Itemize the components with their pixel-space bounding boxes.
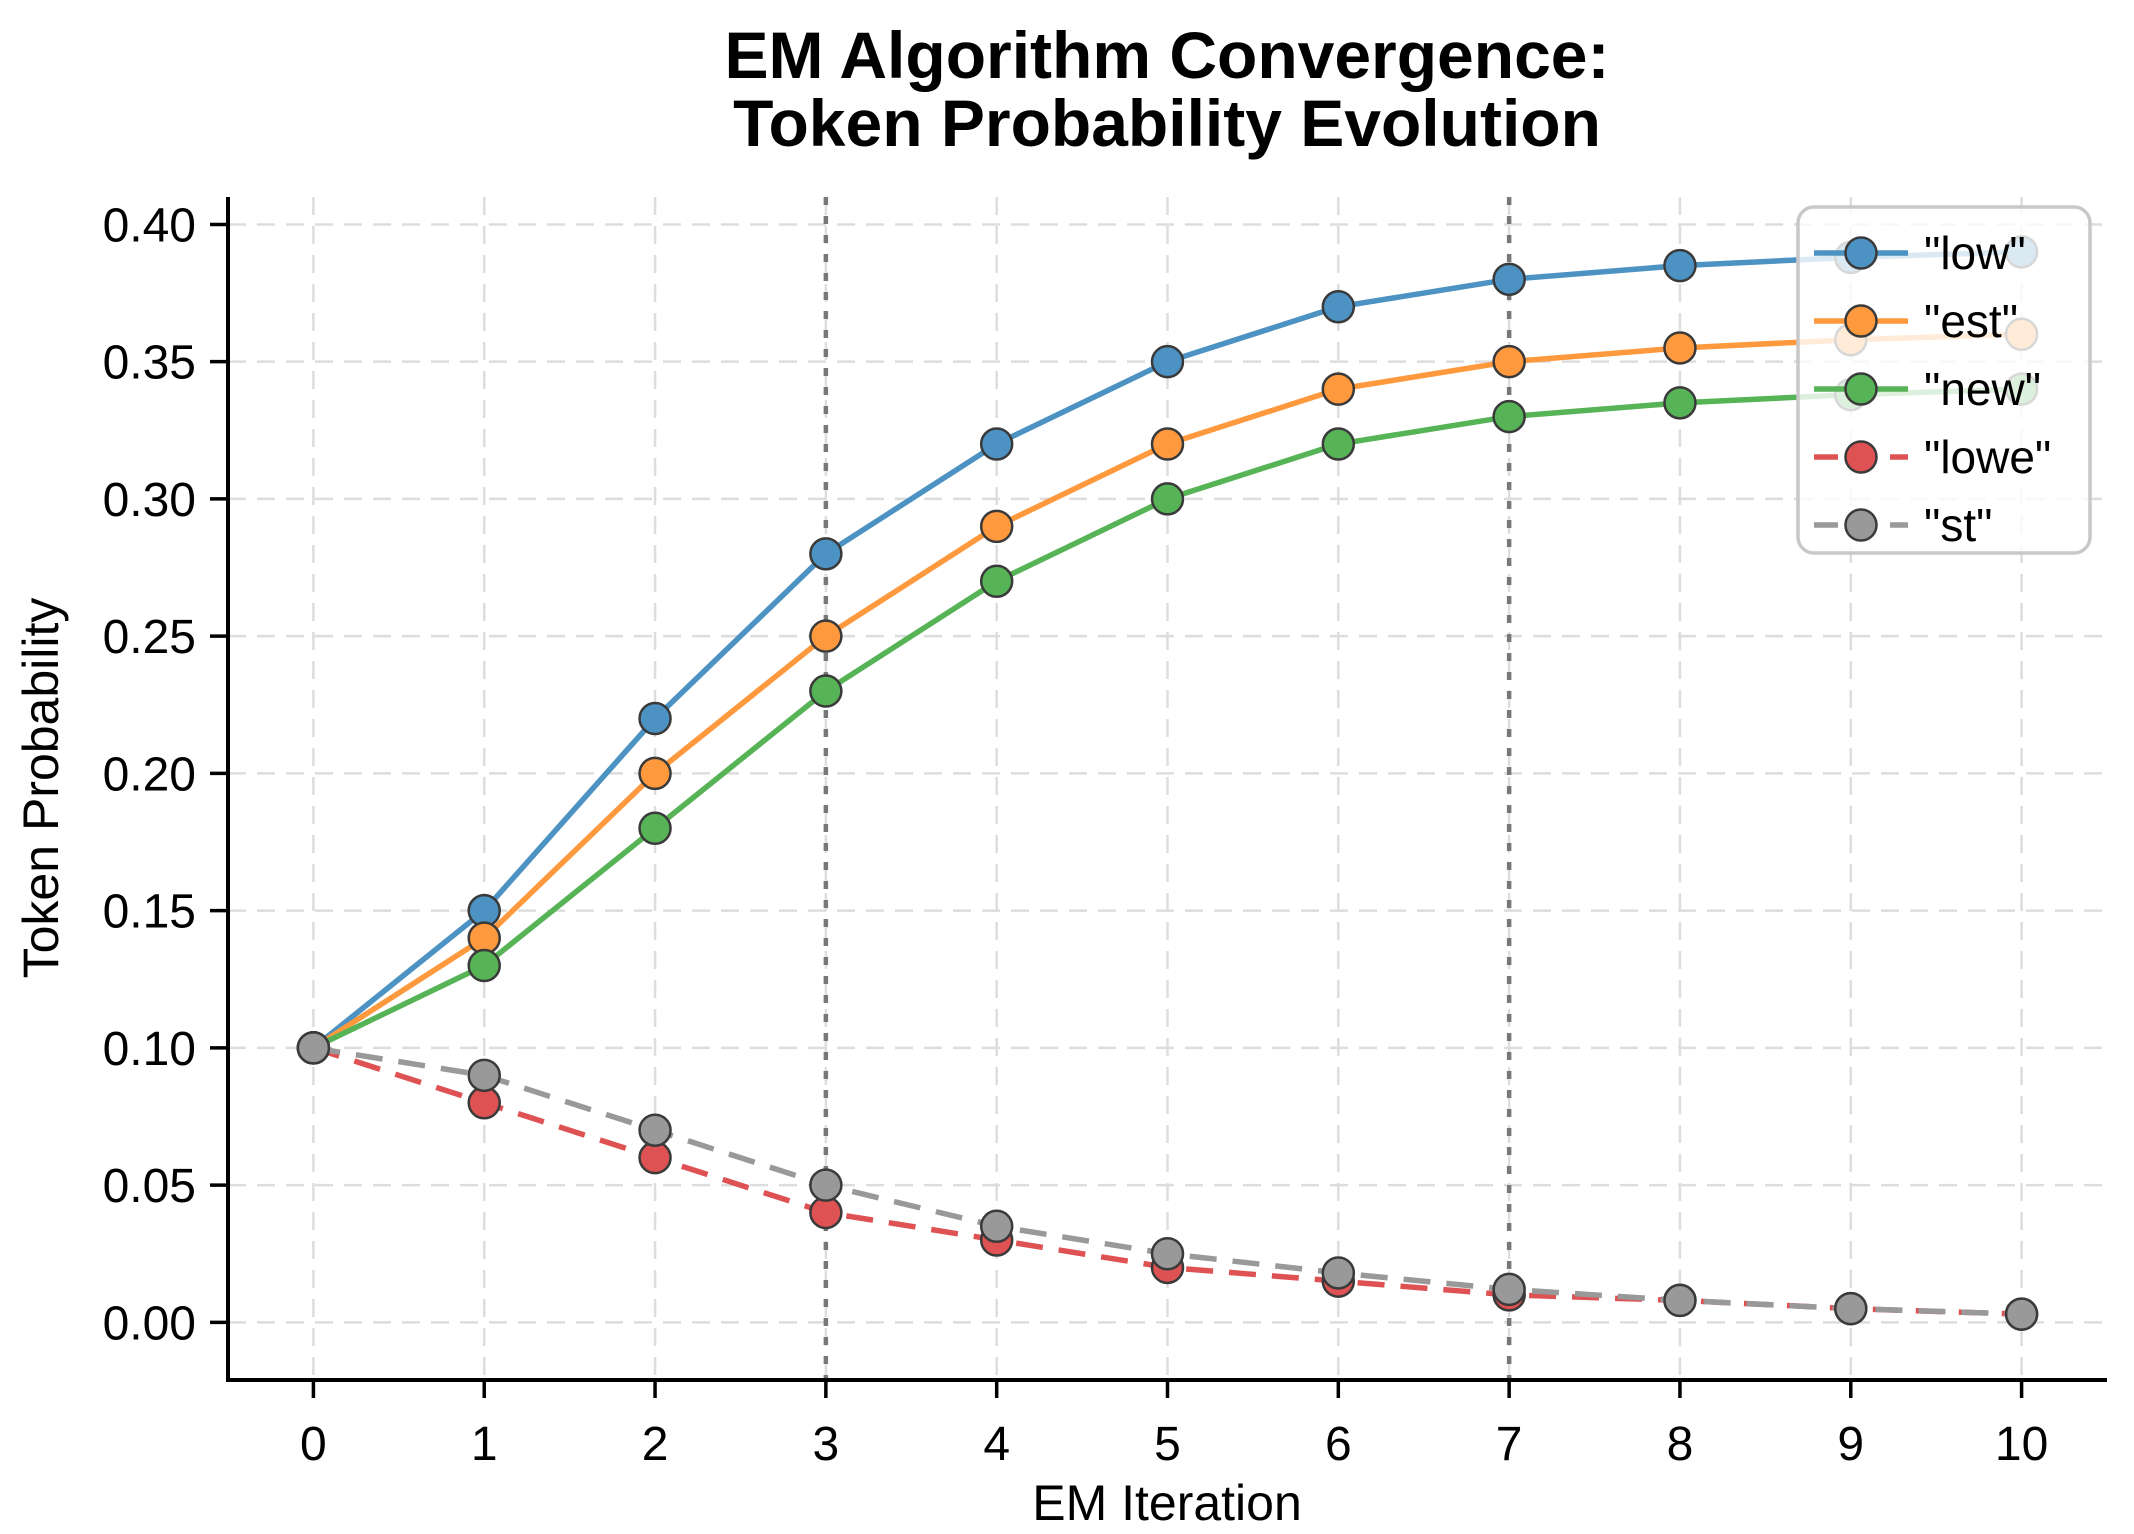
y-tick-label: 0.05 [103,1160,196,1213]
data-point-marker [1321,290,1356,324]
data-point-marker [638,1113,672,1147]
x-tick-label: 2 [642,1418,669,1471]
data-point-marker [1663,386,1697,420]
legend-entry-lowe: "lowe" [1814,431,2051,483]
x-tick-label: 3 [813,1418,840,1471]
data-point-marker [1321,372,1356,406]
data-point-marker [1834,1291,1868,1326]
data-point-marker [979,564,1014,599]
x-tick-label: 10 [1995,1418,2048,1471]
y-tick-label: 0.25 [103,611,196,664]
x-tick-label: 9 [1837,1418,1864,1471]
x-tick-label: 0 [300,1418,327,1471]
data-point-marker [467,1058,501,1093]
x-axis-label: EM Iteration [1032,1475,1302,1531]
data-point-marker [1321,427,1356,461]
data-point-marker [809,619,843,653]
data-point-marker [2004,1297,2039,1331]
data-point-marker [979,427,1014,461]
legend-marker [1844,304,1878,338]
legend-label: "lowe" [1924,431,2051,483]
data-point-marker [638,811,672,846]
y-tick-label: 0.15 [103,886,196,939]
data-point-marker [467,948,501,983]
x-tick-label: 7 [1496,1418,1523,1471]
legend-marker [1844,372,1878,406]
x-tick-label: 5 [1154,1418,1181,1471]
data-point-marker [1150,344,1185,379]
legend-entry-st: "st" [1814,499,1992,551]
y-tick-label: 0.35 [103,337,196,390]
x-tick-label: 1 [471,1418,498,1471]
chart-title-line1: EM Algorithm Convergence: [725,18,1610,92]
data-point-marker [296,1031,331,1065]
y-tick-label: 0.40 [103,199,196,252]
data-point-marker [1150,482,1185,516]
legend-label: "est" [1924,295,2018,347]
data-point-marker [809,537,843,571]
y-tick-label: 0.10 [103,1023,196,1076]
x-tick-label: 4 [983,1418,1010,1471]
chart-title-line2: Token Probability Evolution [733,86,1601,160]
legend-entry-est: "est" [1814,295,2018,347]
x-tick-label: 6 [1325,1418,1352,1471]
data-point-marker [979,1209,1014,1244]
data-point-marker [1321,1256,1356,1290]
series-st [296,1031,2039,1331]
data-point-marker [1492,262,1526,297]
y-tick-label: 0.20 [103,748,196,801]
data-point-marker [638,756,672,791]
legend-entry-low: "low" [1814,227,2026,279]
legend-label: "low" [1924,227,2026,279]
legend-entry-new: "new" [1814,363,2041,415]
data-point-marker [1663,1283,1697,1318]
legend-marker [1844,508,1878,542]
data-point-marker [809,1168,843,1202]
data-point-marker [1663,248,1697,283]
data-point-marker [1150,1236,1185,1271]
data-point-marker [979,509,1014,544]
data-point-marker [1492,399,1526,434]
reference-vlines [823,197,1512,1380]
data-point-marker [1663,331,1697,365]
data-point-marker [1492,344,1526,379]
tick-labels: 0.00 0.05 0.10 0.15 0.20 0.25 0.30 0.35 0.40 0 1 2 3… [103,199,2049,1471]
y-tick-label: 0.30 [103,474,196,527]
x-tick-label: 8 [1667,1418,1694,1471]
data-point-marker [809,674,843,708]
data-point-marker [1150,427,1185,461]
data-point-marker [638,701,672,736]
axes [210,197,2107,1398]
y-tick-label: 0.00 [103,1297,196,1350]
data-point-marker [1492,1272,1526,1307]
y-axis-label: Token Probability [13,598,69,979]
legend-label: "st" [1924,499,1992,551]
legend: "low" "est" "new" "lowe" "st" [1796,205,2092,555]
legend-marker [1844,440,1878,474]
legend-label: "new" [1924,363,2041,415]
legend-marker [1844,236,1878,270]
